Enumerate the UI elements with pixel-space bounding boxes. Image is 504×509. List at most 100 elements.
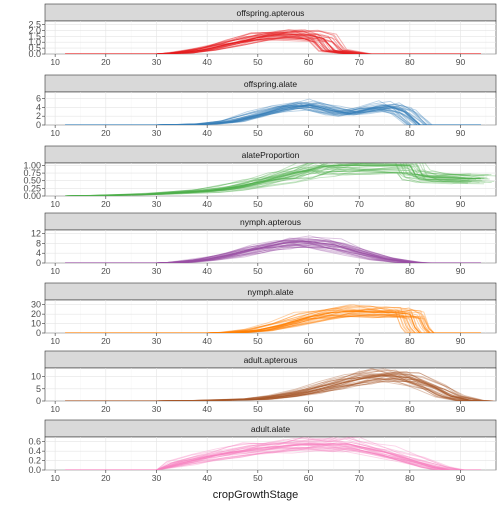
- x-axis-title: cropGrowthStage: [213, 489, 299, 501]
- series-line: [65, 447, 481, 470]
- y-tick-label: 6: [36, 94, 41, 104]
- x-tick-label: 40: [202, 57, 212, 67]
- y-tick-label: 4: [36, 102, 41, 112]
- panel-alateProportion: alateProportion 0.000.250.500.751.00 10 20 3…: [23, 145, 497, 209]
- x-tick-label: 90: [456, 404, 466, 414]
- series-line: [65, 240, 481, 263]
- x-tick-label: 10: [50, 57, 60, 67]
- x-tick-label: 20: [101, 336, 111, 346]
- series-line: [65, 315, 481, 333]
- series-line: [65, 437, 481, 470]
- series-line: [65, 304, 481, 333]
- series-offspring.alate: [65, 98, 481, 125]
- x-tick-label: 30: [152, 199, 162, 209]
- y-tick-label: 0.6: [28, 437, 41, 447]
- series-line: [65, 437, 481, 470]
- x-tick-label: 90: [456, 199, 466, 209]
- x-tick-label: 20: [101, 128, 111, 138]
- series-adult.apterous: [65, 368, 495, 401]
- series-alateProportion: [65, 163, 496, 196]
- series-line: [65, 101, 481, 125]
- x-tick-label: 50: [253, 128, 263, 138]
- series-line: [65, 438, 481, 470]
- x-tick-label: 70: [354, 128, 364, 138]
- series-mean-line: [65, 310, 481, 333]
- series-line: [65, 447, 481, 470]
- y-tick-label: 5: [36, 384, 41, 394]
- x-tick-label: 10: [50, 473, 60, 483]
- series-line: [65, 437, 481, 470]
- series-line: [65, 246, 481, 263]
- x-tick-label: 60: [304, 266, 314, 276]
- x-tick-label: 40: [202, 336, 212, 346]
- x-tick-label: 30: [152, 128, 162, 138]
- y-tick-label: 2.5: [28, 20, 41, 30]
- x-tick-label: 80: [405, 199, 415, 209]
- y-tick-label: 0.2: [28, 456, 41, 466]
- series-line: [65, 437, 481, 470]
- series-line: [65, 441, 481, 470]
- x-tick-label: 20: [101, 404, 111, 414]
- series-mean-line: [65, 240, 481, 263]
- series-line: [65, 163, 467, 196]
- y-tick-label: 0.75: [23, 168, 41, 178]
- series-line: [65, 446, 481, 470]
- series-mean-line: [65, 104, 481, 125]
- x-tick-label: 30: [152, 336, 162, 346]
- x-tick-label: 70: [354, 336, 364, 346]
- x-tick-label: 20: [101, 266, 111, 276]
- series-mean-line: [65, 443, 481, 470]
- series-line: [65, 163, 471, 196]
- y-tick-label: 20: [31, 309, 41, 319]
- series-line: [65, 310, 481, 333]
- series-line: [65, 107, 481, 125]
- x-tick-label: 40: [202, 266, 212, 276]
- series-line: [65, 314, 481, 333]
- x-tick-label: 50: [253, 473, 263, 483]
- panel-adult.apterous: adult.apterous 0 5 10 10 20 30 40 50 60 70 80 90: [31, 350, 497, 414]
- x-tick-label: 80: [405, 57, 415, 67]
- series-line: [65, 442, 481, 470]
- y-tick-label: 0: [36, 396, 41, 406]
- y-tick-label: 0.50: [23, 176, 41, 186]
- y-tick-label: 4: [36, 248, 41, 258]
- x-tick-label: 40: [202, 128, 212, 138]
- series-nymph.apterous: [65, 235, 481, 263]
- x-tick-label: 70: [354, 404, 364, 414]
- series-line: [65, 102, 481, 125]
- x-tick-label: 90: [456, 473, 466, 483]
- series-line: [65, 171, 492, 196]
- x-tick-label: 10: [50, 199, 60, 209]
- panel-area: [44, 229, 497, 264]
- y-tick-label: 0: [36, 258, 41, 268]
- series-line: [65, 170, 485, 196]
- panel-adult.alate: adult.alate 0.00.20.40.6 10 20 30 40 50 60 70 80 9…: [28, 419, 497, 483]
- series-line: [65, 314, 481, 333]
- x-tick-label: 80: [405, 266, 415, 276]
- series-line: [65, 306, 481, 333]
- series-mean-line: [65, 164, 481, 196]
- panel-title: adult.alate: [251, 424, 290, 434]
- y-tick-label: 0.4: [28, 446, 41, 456]
- x-tick-label: 70: [354, 266, 364, 276]
- x-tick-label: 60: [304, 404, 314, 414]
- series-line: [65, 105, 481, 125]
- series-line: [65, 239, 481, 263]
- series-line: [65, 102, 481, 125]
- y-tick-label: 0.00: [23, 191, 41, 201]
- series-line: [65, 442, 481, 470]
- series-line: [65, 165, 490, 196]
- x-tick-label: 70: [354, 199, 364, 209]
- panel-title: nymph.alate: [247, 287, 294, 297]
- series-mean-line: [65, 374, 481, 401]
- series-offspring.apterous: [65, 29, 481, 54]
- series-line: [65, 169, 486, 196]
- y-tick-label: 0.5: [28, 43, 41, 53]
- series-line: [65, 313, 481, 333]
- x-tick-label: 50: [253, 404, 263, 414]
- x-tick-label: 80: [405, 473, 415, 483]
- series-line: [65, 163, 467, 196]
